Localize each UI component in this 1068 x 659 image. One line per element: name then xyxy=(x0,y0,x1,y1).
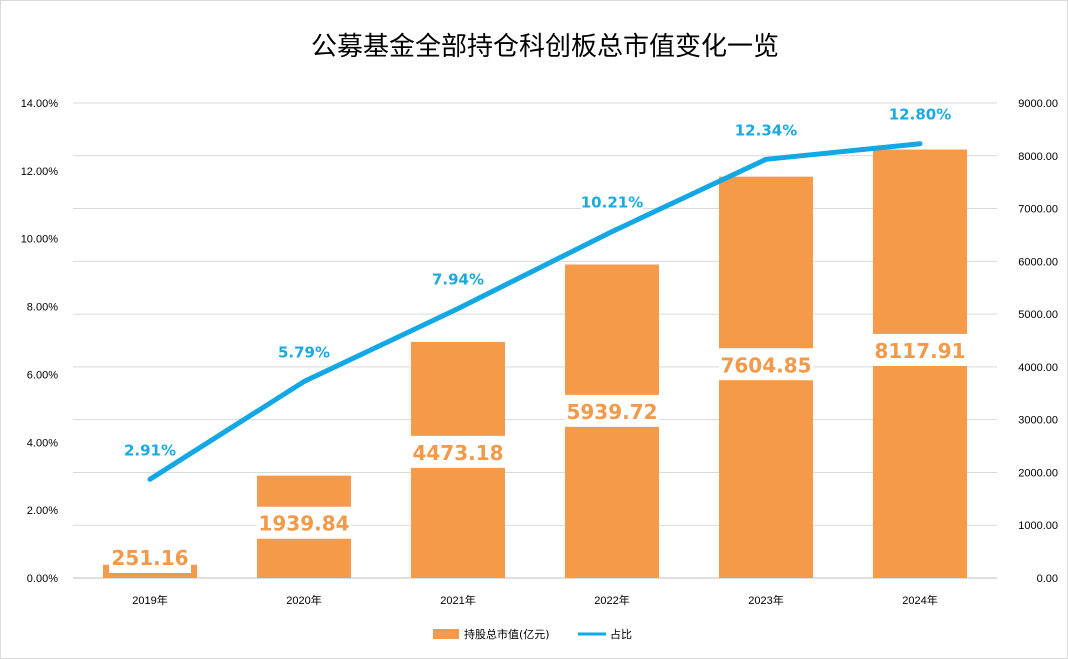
bar-data-label: 1939.84 xyxy=(258,512,349,536)
right-tick-label: 5000.00 xyxy=(1018,309,1058,321)
line-data-label: 12.80% xyxy=(889,106,951,124)
legend-bar-label: 持股总市值(亿元) xyxy=(464,627,550,641)
bar-data-label: 7604.85 xyxy=(720,353,811,377)
x-tick-label: 2019年 xyxy=(132,593,167,607)
right-tick-label: 2000.00 xyxy=(1018,467,1058,479)
bar-label-background xyxy=(565,394,659,427)
line-data-label: 7.94% xyxy=(432,271,484,289)
legend-bar-swatch xyxy=(433,629,459,639)
line-label-background xyxy=(431,268,485,289)
x-tick-label: 2021年 xyxy=(440,593,475,607)
line-data-label: 12.34% xyxy=(735,121,797,139)
bar-label-background xyxy=(109,541,191,573)
left-tick-label: 8.00% xyxy=(27,302,58,314)
line-data-label: 2.91% xyxy=(124,441,176,459)
line-path xyxy=(147,141,923,482)
right-tick-label: 4000.00 xyxy=(1018,362,1058,374)
right-tick-label: 1000.00 xyxy=(1018,520,1058,532)
line-label-background xyxy=(735,119,797,140)
bar-data-label: 251.16 xyxy=(111,546,188,570)
line-data-label: 5.79% xyxy=(278,344,330,362)
bar-label-background xyxy=(257,506,351,539)
legend-line-label: 占比 xyxy=(610,627,632,641)
x-tick-label: 2020年 xyxy=(286,593,321,607)
left-tick-label: 14.00% xyxy=(21,98,59,110)
left-tick-label: 4.00% xyxy=(27,437,58,449)
x-tick-label: 2024年 xyxy=(902,593,937,607)
line-label-background xyxy=(889,103,951,124)
line-label-background xyxy=(123,439,177,460)
right-tick-label: 6000.00 xyxy=(1018,256,1058,268)
line-series xyxy=(147,141,923,482)
chart-title: 公募基金全部持仓科创板总市值变化一览 xyxy=(311,32,779,62)
left-tick-label: 12.00% xyxy=(21,166,59,178)
right-tick-label: 8000.00 xyxy=(1018,151,1058,163)
line-label-background xyxy=(277,341,331,362)
x-tick-label: 2022年 xyxy=(594,593,629,607)
line-data-label: 10.21% xyxy=(581,194,643,212)
bar-label-background xyxy=(719,348,813,381)
gridlines xyxy=(73,102,997,579)
right-axis-ticks: 0.00 1000.00 2000.00 3000.00 4000.00 5000.00 6… xyxy=(1018,98,1058,585)
left-tick-label: 0.00% xyxy=(27,573,58,585)
right-tick-label: 7000.00 xyxy=(1018,204,1058,216)
right-tick-label: 3000.00 xyxy=(1018,415,1058,427)
x-axis-ticks: 2019年 2020年 2021年 2022年 2023年 2024年 xyxy=(132,593,937,607)
left-tick-label: 2.00% xyxy=(27,505,58,517)
bar-data-label: 8117.91 xyxy=(874,339,965,363)
bar-data-label: 4473.18 xyxy=(412,441,503,465)
bar-data-label: 5939.72 xyxy=(566,400,657,424)
legend: 持股总市值(亿元) 占比 xyxy=(433,627,632,641)
bar-label-background xyxy=(873,333,967,366)
left-axis-ticks: 0.00% 2.00% 4.00% 6.00% 8.00% 10.00% 12.00% 14.… xyxy=(21,98,59,585)
left-tick-label: 6.00% xyxy=(27,369,58,381)
x-tick-label: 2023年 xyxy=(748,593,783,607)
right-tick-label: 9000.00 xyxy=(1018,98,1058,110)
data-labels: 251.16 1939.84 4473.18 5939.72 7604.85 8117.9… xyxy=(109,103,967,573)
left-tick-label: 10.00% xyxy=(21,234,59,246)
bar-label-background xyxy=(411,435,505,468)
bar-series xyxy=(103,149,967,578)
right-tick-label: 0.00 xyxy=(1037,573,1058,585)
line-label-background xyxy=(581,191,643,212)
